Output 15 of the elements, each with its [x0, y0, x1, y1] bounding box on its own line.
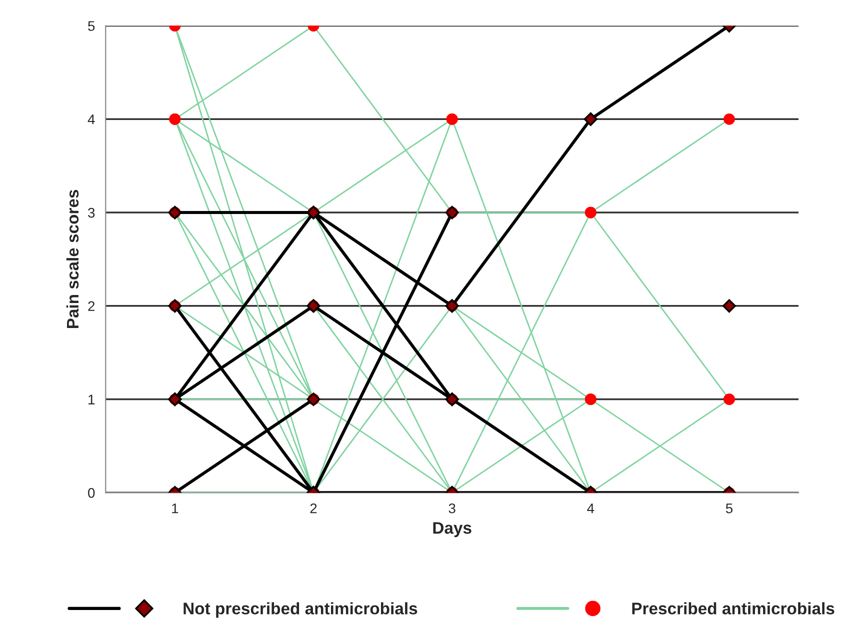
x-tick-label: 5	[726, 504, 733, 514]
x-axis-title: Days	[433, 522, 472, 538]
x-tick-label: 3	[448, 503, 456, 514]
y-axis-title: Pain scale scores	[66, 190, 79, 328]
y-tick-label: 1	[88, 394, 95, 404]
y-tick-label: 0	[88, 488, 95, 498]
y-tick-label: 4	[88, 114, 95, 124]
legend-label: Prescribed antimicrobials	[632, 602, 834, 614]
y-tick-label: 3	[88, 208, 95, 218]
x-tick-label: 1	[172, 504, 178, 514]
y-tick-label: 2	[88, 301, 95, 311]
y-tick-label: 5	[88, 21, 95, 31]
legend-label: Not prescribed antimicrobials	[184, 602, 418, 618]
x-tick-label: 2	[310, 503, 317, 514]
x-tick-label: 4	[587, 504, 594, 514]
